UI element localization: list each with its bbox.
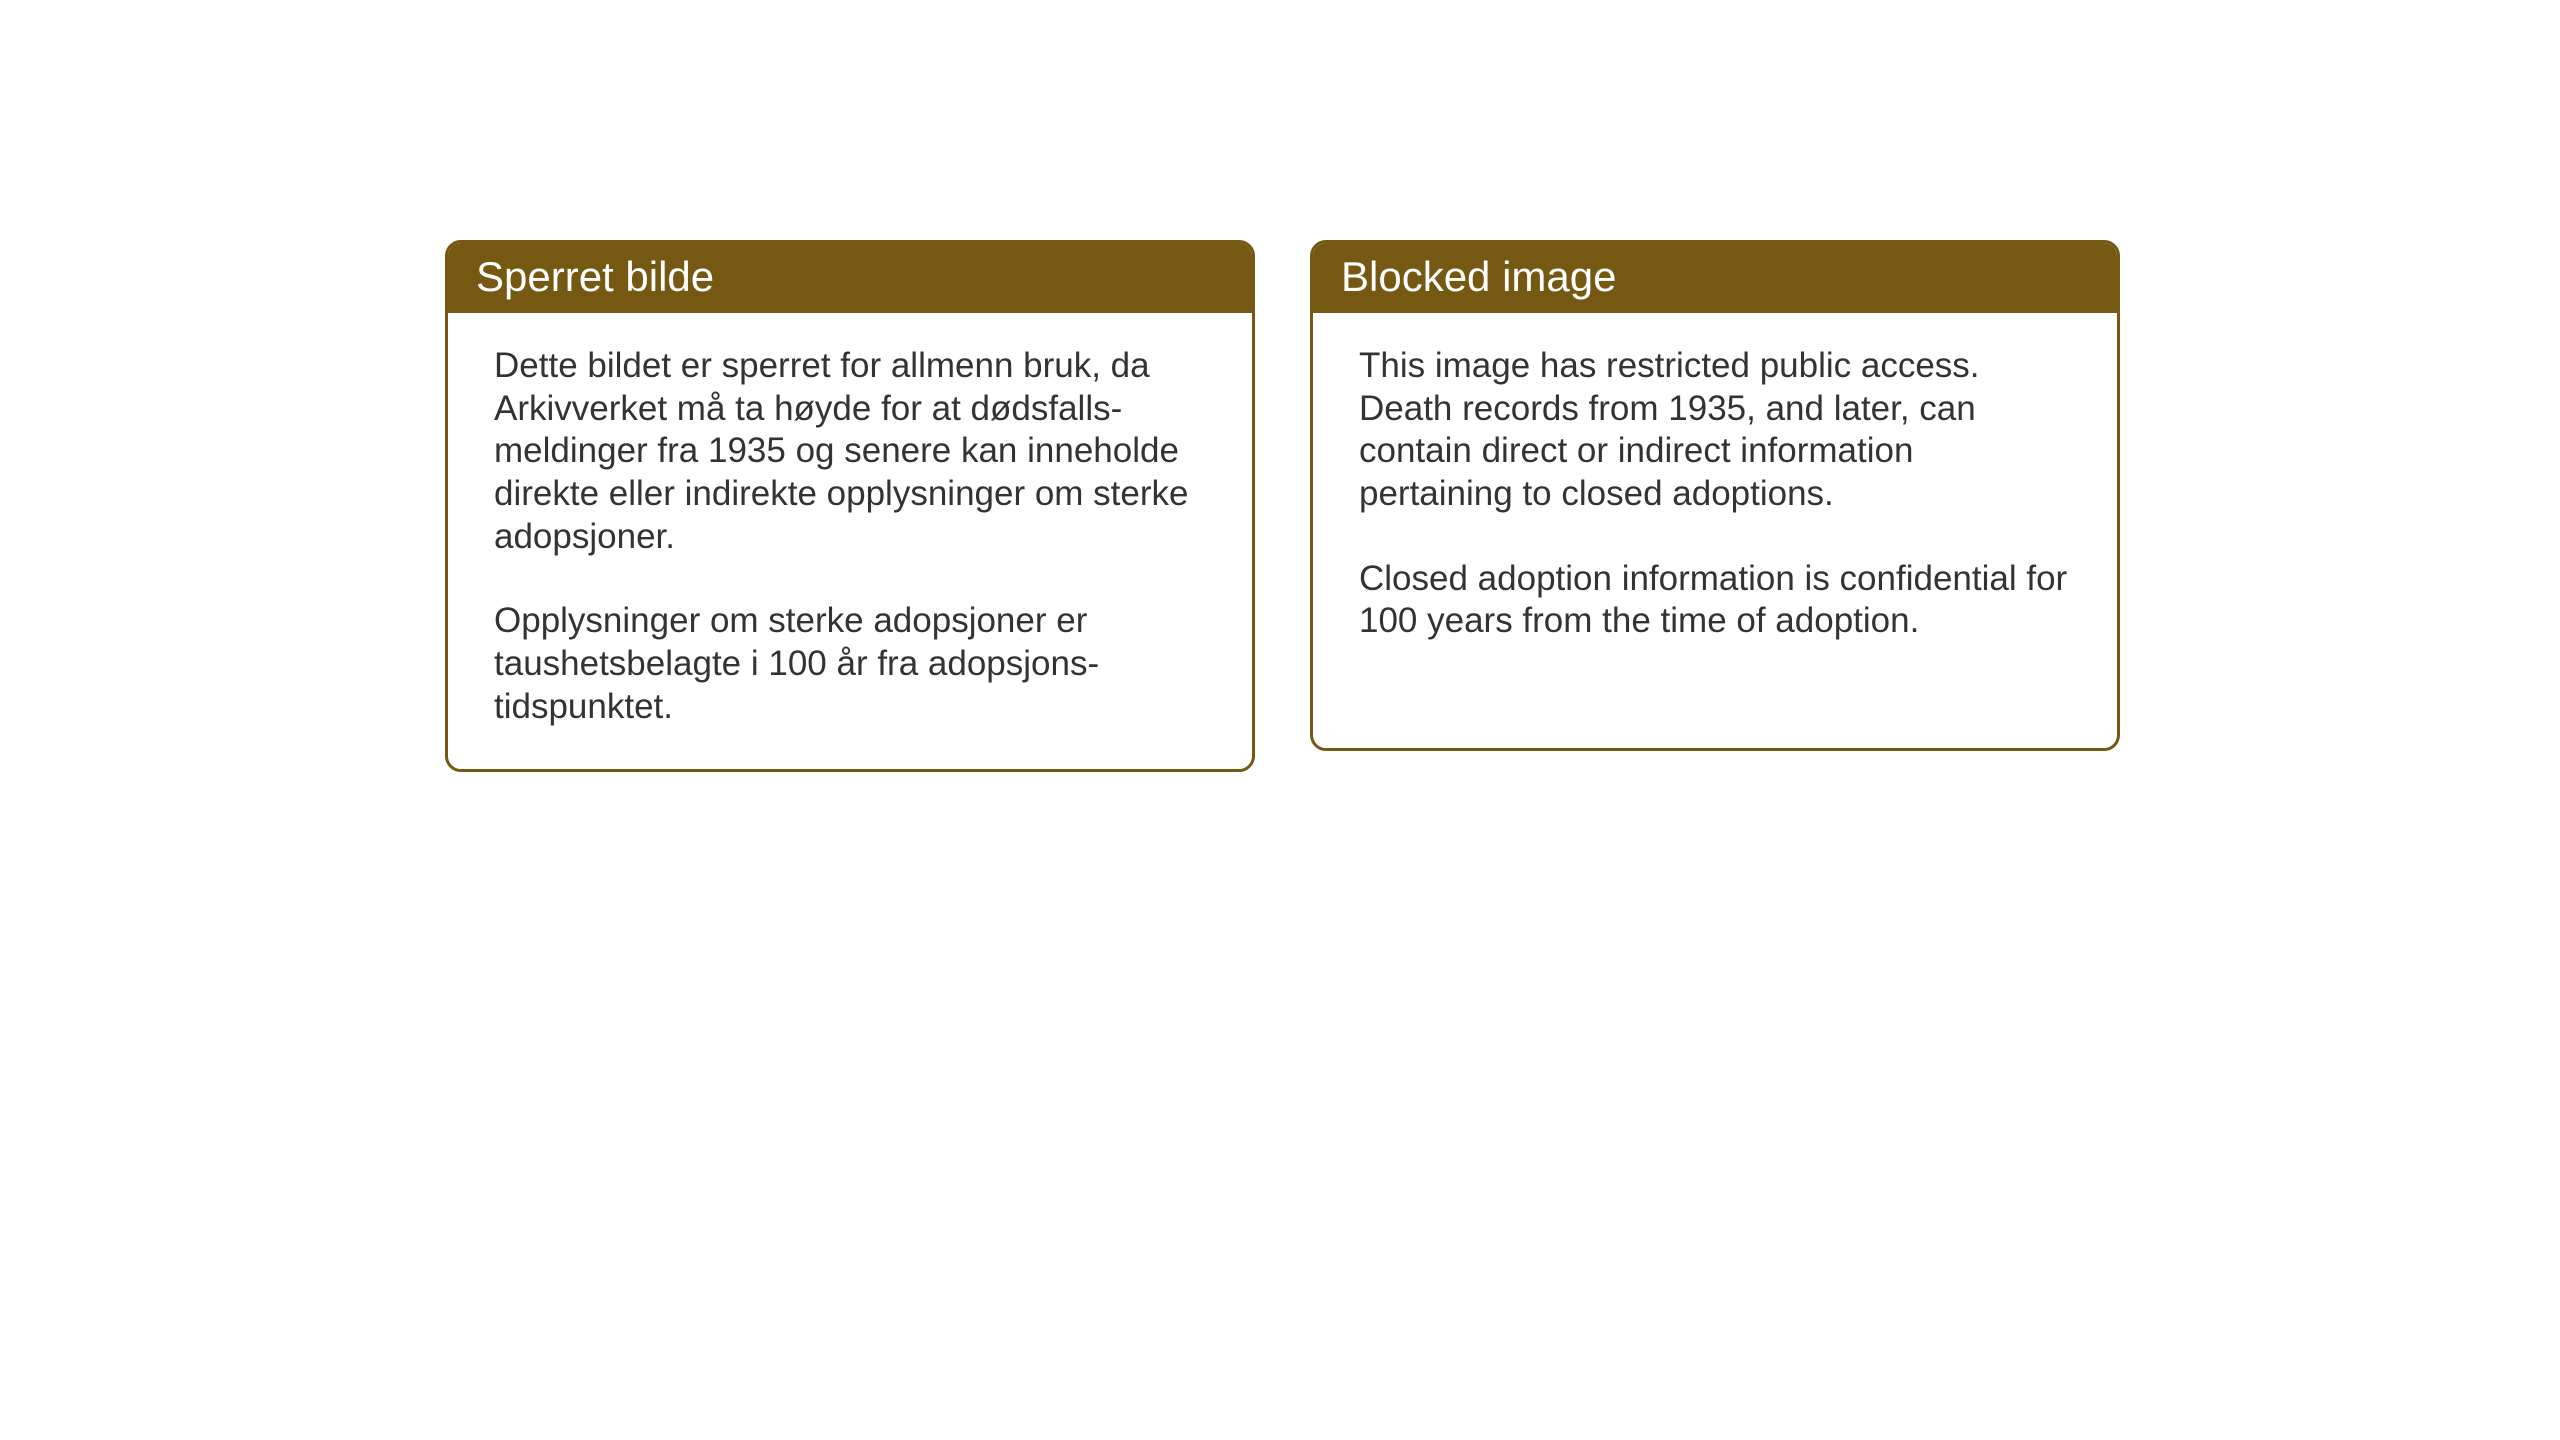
english-notice-card: Blocked image This image has restricted …: [1310, 240, 2120, 751]
english-paragraph-1: This image has restricted public access.…: [1359, 345, 2071, 516]
norwegian-card-header: Sperret bilde: [448, 243, 1252, 313]
english-paragraph-2: Closed adoption information is confident…: [1359, 558, 2071, 643]
norwegian-card-title: Sperret bilde: [476, 253, 714, 300]
norwegian-card-body: Dette bildet er sperret for allmenn bruk…: [448, 313, 1252, 769]
english-card-title: Blocked image: [1341, 253, 1616, 300]
notice-container: Sperret bilde Dette bildet er sperret fo…: [445, 240, 2120, 772]
english-card-header: Blocked image: [1313, 243, 2117, 313]
norwegian-notice-card: Sperret bilde Dette bildet er sperret fo…: [445, 240, 1255, 772]
norwegian-paragraph-2: Opplysninger om sterke adopsjoner er tau…: [494, 600, 1206, 728]
norwegian-paragraph-1: Dette bildet er sperret for allmenn bruk…: [494, 345, 1206, 558]
english-card-body: This image has restricted public access.…: [1313, 313, 2117, 683]
